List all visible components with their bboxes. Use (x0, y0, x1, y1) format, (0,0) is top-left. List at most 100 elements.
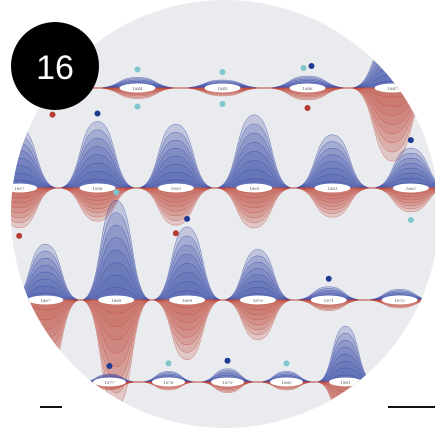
stream-layer-upper (222, 280, 294, 301)
event-dot (134, 66, 141, 73)
year-band: 1844 (94, 66, 181, 110)
year-pill (381, 295, 418, 305)
stream-layer-upper (214, 178, 294, 189)
stream-layer-upper (80, 212, 152, 301)
stream-layer-lower (214, 187, 294, 204)
year-band: 1871 (293, 275, 365, 311)
event-dot (172, 230, 179, 237)
year-label: 1877 (104, 380, 115, 385)
badge-circle (11, 22, 99, 110)
year-band: 1880 (256, 360, 317, 391)
year-label: 1859 (171, 186, 182, 191)
event-dot (106, 394, 113, 401)
badge-number: 16 (36, 49, 74, 87)
year-band: 1861 (293, 134, 372, 218)
year-pill (328, 377, 363, 387)
year-pill (269, 377, 304, 387)
year-pill (289, 83, 326, 93)
year-label: 1844 (132, 86, 143, 91)
year-band: 1845 (179, 69, 266, 107)
event-dot (94, 110, 101, 117)
year-pill (157, 183, 194, 193)
stream-layer-lower (222, 299, 294, 316)
stream-layer-lower (80, 299, 152, 314)
year-label: 1845 (217, 86, 228, 91)
year-band: 1868 (80, 189, 152, 407)
year-pill (169, 295, 206, 305)
year-pill (92, 377, 127, 387)
year-band: 1878 (138, 360, 199, 391)
stream-layer-upper (293, 167, 372, 189)
event-dot (304, 104, 311, 111)
year-label: 1881 (340, 380, 350, 385)
year-pill (119, 83, 156, 93)
year-pill (239, 295, 276, 305)
event-dot (219, 69, 226, 76)
stream-layer-upper (136, 163, 216, 189)
event-dot (113, 189, 120, 196)
event-dot (407, 216, 414, 223)
stream-layer-upper (80, 287, 152, 301)
year-label: 1870 (253, 298, 264, 303)
stream-layer-upper (151, 272, 223, 301)
event-dot (224, 357, 231, 364)
year-pill (11, 183, 38, 193)
year-band: 1879 (197, 357, 258, 393)
year-label: 1858 (92, 186, 103, 191)
event-dot (165, 360, 172, 367)
event-dot (300, 65, 307, 72)
year-label: 1871 (324, 298, 334, 303)
year-label: 1857 (14, 186, 25, 191)
stream-layer-lower (11, 187, 59, 204)
year-label: 1846 (302, 86, 313, 91)
stream-layer-upper (151, 235, 223, 301)
year-label: 1867 (40, 298, 51, 303)
stream-layer-lower (80, 299, 152, 394)
stream-layer-lower (151, 299, 223, 323)
stream-row-2: 1857 1858 1859 1860 1861 1862 (11, 110, 435, 239)
year-pill (236, 183, 273, 193)
year-band: 1846 (264, 63, 351, 111)
year-pill (314, 183, 351, 193)
stream-layer-upper (371, 172, 435, 189)
year-pill (27, 295, 64, 305)
year-pill (79, 183, 116, 193)
stream-row-1: 18431844184518461847 (11, 34, 435, 162)
year-band: 1872 (364, 289, 435, 309)
stream-layer-upper (214, 160, 294, 189)
year-pill (204, 83, 241, 93)
year-band: 1870 (222, 249, 294, 341)
event-dot (325, 275, 332, 282)
year-band: 1859 (136, 123, 216, 237)
year-pill (210, 377, 245, 387)
year-pill (151, 377, 186, 387)
year-label: 1872 (394, 298, 405, 303)
stream-layer-upper (11, 165, 59, 189)
event-dot (16, 232, 23, 239)
stream-layer-lower (80, 299, 152, 341)
event-dot (184, 215, 191, 222)
year-band: 1858 (58, 110, 137, 222)
year-label: 1868 (111, 298, 122, 303)
event-dot (134, 103, 141, 110)
year-label: 1878 (163, 380, 174, 385)
stream-layer-upper (80, 262, 152, 301)
year-band: 1869 (151, 215, 223, 361)
event-dot (219, 100, 226, 107)
year-label: 1847 (387, 86, 398, 91)
year-label: 1862 (406, 186, 417, 191)
year-pill (310, 295, 347, 305)
stream-layer-upper (58, 162, 137, 189)
stream-layer-lower (136, 187, 216, 203)
event-dot (308, 63, 315, 70)
year-band: 1857 (11, 127, 59, 239)
year-label: 1869 (182, 298, 193, 303)
event-dot (106, 363, 113, 370)
event-dot (49, 111, 56, 118)
stream-layer-upper (214, 123, 294, 189)
year-band: 1877 (79, 363, 140, 401)
event-dot (407, 137, 414, 144)
year-pill (98, 295, 135, 305)
event-dot (283, 360, 290, 367)
